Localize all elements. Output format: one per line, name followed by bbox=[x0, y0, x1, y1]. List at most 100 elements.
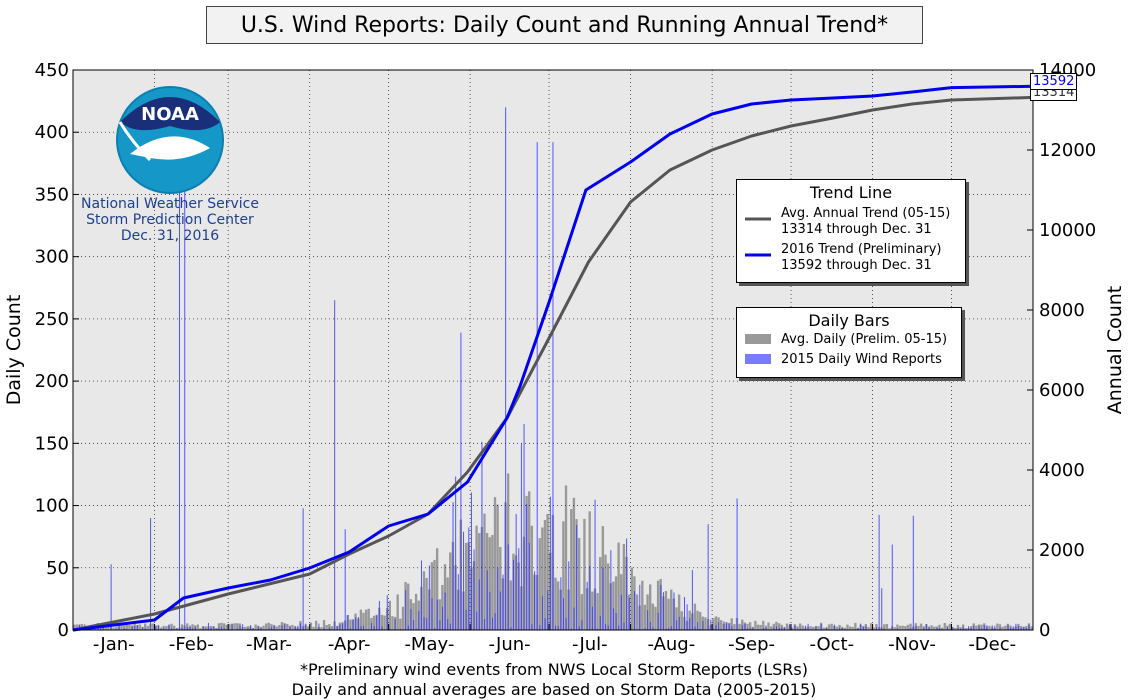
avg-daily-bar bbox=[919, 623, 923, 630]
avg-daily-bar bbox=[572, 497, 576, 630]
daily-2016-bar bbox=[323, 627, 325, 630]
daily-2016-bar bbox=[452, 502, 454, 630]
daily-2016-bar bbox=[1007, 624, 1009, 630]
avg-daily-bar bbox=[372, 615, 376, 630]
daily-2016-bar bbox=[652, 627, 654, 630]
avg-daily-bar bbox=[128, 624, 131, 630]
daily-2016-bar bbox=[405, 589, 407, 630]
daily-2016-bar bbox=[420, 560, 422, 630]
daily-2016-bar bbox=[565, 617, 567, 630]
daily-2016-bar bbox=[513, 559, 515, 630]
avg-daily-bar bbox=[746, 623, 749, 630]
avg-daily-bar bbox=[151, 623, 155, 630]
avg-daily-bar bbox=[606, 563, 610, 630]
avg-daily-bar bbox=[496, 504, 499, 630]
daily-2016-bar bbox=[607, 625, 609, 630]
avg-daily-bar bbox=[254, 624, 257, 630]
right-tick-label: 12000 bbox=[1039, 140, 1096, 161]
daily-2016-bar bbox=[207, 622, 209, 630]
daily-2016-bar bbox=[970, 627, 972, 630]
avg-daily-bar bbox=[112, 627, 115, 630]
avg-daily-bar bbox=[738, 623, 741, 630]
daily-2016-bar bbox=[444, 592, 446, 630]
avg-daily-bar bbox=[777, 623, 781, 630]
avg-daily-bar bbox=[670, 589, 673, 630]
avg-daily-bar bbox=[656, 580, 660, 630]
daily-2016-bar bbox=[586, 581, 588, 630]
avg-daily-bar bbox=[401, 606, 405, 630]
trend-legend-title: Trend Line bbox=[809, 183, 893, 202]
daily-2016-bar bbox=[260, 627, 262, 630]
daily-2016-bar bbox=[544, 618, 546, 630]
noaa-line-2: Storm Prediction Center bbox=[86, 212, 254, 228]
left-tick-label: 300 bbox=[35, 247, 69, 268]
daily-2016-bar bbox=[781, 627, 783, 630]
daily-2016-bar bbox=[875, 627, 877, 630]
avg-daily-bar bbox=[988, 625, 991, 630]
right-tick-label: 4000 bbox=[1039, 460, 1085, 481]
daily-2016-bar bbox=[660, 584, 662, 630]
avg-daily-bar bbox=[667, 598, 670, 630]
month-label: -Jan- bbox=[93, 634, 135, 655]
avg-daily-bar bbox=[209, 626, 213, 630]
daily-2016-bar bbox=[833, 624, 835, 630]
daily-2016-bar bbox=[557, 626, 559, 630]
daily-2016-bar bbox=[470, 492, 472, 630]
daily-2016-bar bbox=[155, 626, 157, 630]
daily-2016-bar bbox=[289, 626, 291, 630]
daily-2016-bar bbox=[297, 625, 299, 630]
daily-2016-bar bbox=[773, 627, 775, 630]
avg-daily-bar bbox=[938, 624, 941, 630]
daily-2016-bar bbox=[815, 626, 817, 630]
avg-daily-bar bbox=[693, 603, 697, 630]
avg-daily-bar bbox=[822, 627, 825, 630]
daily-2016-bar bbox=[839, 627, 841, 630]
avg-daily-bar bbox=[146, 625, 150, 630]
daily-2016-bar bbox=[647, 610, 649, 630]
daily-2016-bar bbox=[799, 628, 801, 630]
daily-2016-bar bbox=[697, 622, 699, 630]
daily-2016-bar bbox=[399, 628, 401, 630]
daily-2016-bar bbox=[912, 515, 914, 630]
daily-2016-bar bbox=[841, 628, 843, 630]
avg-daily-bar bbox=[996, 623, 999, 630]
daily-2016-bar bbox=[576, 524, 578, 630]
month-label: -May- bbox=[404, 634, 454, 655]
avg-daily-bar bbox=[933, 626, 936, 630]
daily-2016-bar bbox=[526, 504, 528, 630]
daily-2016-bar bbox=[539, 625, 541, 630]
avg-daily-bar bbox=[909, 623, 912, 630]
daily-2016-bar bbox=[136, 625, 138, 630]
daily-2016-bar bbox=[281, 625, 283, 630]
avg-daily-bar bbox=[543, 519, 547, 630]
daily-2016-bar bbox=[223, 628, 225, 630]
avg-daily-bar bbox=[122, 625, 126, 630]
avg-daily-bar bbox=[349, 619, 352, 630]
daily-2016-bar bbox=[578, 626, 580, 630]
daily-2016-bar bbox=[962, 627, 964, 630]
left-tick-label: 350 bbox=[35, 184, 69, 205]
daily-2016-bar bbox=[731, 626, 733, 630]
daily-2016-bar bbox=[960, 628, 962, 630]
daily-2016-bar bbox=[710, 619, 712, 630]
daily-2016-bar bbox=[344, 529, 346, 630]
daily-2016-bar bbox=[181, 627, 183, 630]
daily-2016-bar bbox=[465, 609, 467, 630]
daily-2016-bar bbox=[486, 570, 488, 630]
month-label: -Apr- bbox=[328, 634, 371, 655]
avg-daily-bar bbox=[222, 623, 226, 630]
daily-2016-bar bbox=[610, 550, 612, 630]
daily-2016-bar bbox=[991, 625, 993, 630]
avg-daily-bar bbox=[107, 624, 110, 630]
daily-2016-bar bbox=[794, 625, 796, 630]
avg-daily-bar bbox=[262, 625, 265, 630]
daily-2016-bar bbox=[981, 628, 983, 630]
daily-2016-bar bbox=[347, 615, 349, 630]
avg-daily-bar bbox=[940, 627, 944, 630]
daily-2016-bar bbox=[328, 627, 330, 630]
daily-2016-bar bbox=[218, 627, 220, 630]
daily-2016-bar bbox=[407, 625, 409, 630]
daily-2016-bar bbox=[1010, 627, 1012, 630]
daily-2016-bar bbox=[352, 620, 354, 630]
avg-daily-bar bbox=[562, 521, 565, 630]
